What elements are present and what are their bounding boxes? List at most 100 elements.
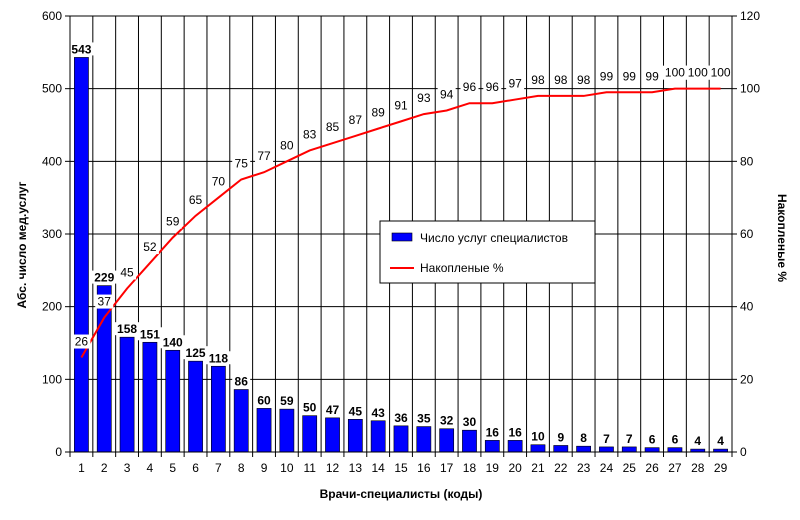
bar-value-label: 158 (117, 322, 137, 336)
cumulative-label-bg (460, 80, 479, 95)
bar-label-bg (346, 404, 365, 418)
cumulative-label: 65 (189, 193, 203, 207)
bar (256, 408, 272, 453)
bar-value-label: 16 (486, 425, 500, 439)
bar (507, 440, 523, 453)
x-tick-label: 6 (192, 461, 199, 475)
cumulative-label-bg (437, 87, 456, 102)
cumulative-label-bg (255, 149, 274, 164)
bar-value-label: 10 (531, 430, 545, 444)
cumulative-label: 91 (394, 98, 408, 112)
cumulative-line-series (80, 87, 721, 359)
cumulative-label-bg (414, 91, 433, 106)
bar-value-label: 6 (672, 433, 679, 447)
x-tick-label: 17 (440, 461, 454, 475)
bar-value-label: 140 (163, 335, 183, 349)
cumulative-label-bg (72, 334, 91, 349)
bar-label-bg (578, 431, 589, 445)
bar (644, 447, 660, 453)
bar-label-bg (68, 42, 95, 56)
x-tick-label: 10 (280, 461, 294, 475)
cumulative-label-bg (118, 265, 137, 280)
bar (667, 447, 683, 453)
bar (302, 415, 318, 453)
bar-value-label: 45 (349, 404, 363, 418)
bar-label-bg (692, 434, 704, 448)
bar-label-bg (715, 434, 726, 448)
left-tick-label: 300 (42, 227, 62, 241)
right-tick-label: 40 (740, 300, 754, 314)
x-tick-label: 25 (623, 461, 637, 475)
cumulative-label-bg (300, 127, 319, 142)
cumulative-label: 70 (212, 175, 226, 189)
cumulative-label: 99 (623, 69, 637, 83)
bar-label-bg (414, 411, 433, 425)
cumulative-label: 93 (417, 91, 431, 105)
cumulative-label-bg (186, 192, 205, 207)
x-tick-label: 23 (577, 461, 591, 475)
bar-value-label: 59 (280, 394, 294, 408)
bar-label-bg (506, 425, 525, 439)
bar-label-bg (300, 400, 319, 414)
cumulative-label: 97 (508, 77, 522, 91)
cumulative-label: 85 (326, 120, 340, 134)
cumulative-line (80, 87, 721, 359)
bar (462, 429, 477, 453)
bar-label-bg (483, 425, 502, 439)
bar-label-bg (323, 402, 342, 416)
x-tick-label: 21 (531, 461, 545, 475)
y-axis-title: Абс. число мед.услуг (15, 182, 29, 309)
legend-label-bars: Число услуг специалистов (420, 231, 568, 245)
cumulative-label-bg (643, 69, 662, 84)
bar-label-bg (255, 393, 274, 407)
bar-label-bg (460, 415, 479, 429)
bar-label-bg (205, 351, 232, 365)
bar-value-label: 16 (508, 425, 522, 439)
right-tick-label: 20 (740, 372, 754, 386)
bar (553, 445, 569, 453)
x-tick-label: 24 (600, 461, 614, 475)
right-tick-label: 60 (740, 227, 754, 241)
bar (325, 417, 340, 453)
bar (74, 57, 89, 453)
bar (484, 440, 500, 453)
bar (599, 446, 614, 453)
bar-value-label: 118 (209, 351, 229, 365)
bar-value-label: 35 (417, 412, 431, 426)
cumulative-label-bg (369, 105, 388, 120)
legend: Число услуг специалистов Накопленые % (379, 220, 596, 284)
cumulative-label-bg (392, 98, 410, 113)
bar (233, 389, 249, 453)
bar-label-bg (159, 335, 186, 349)
cumulative-data-labels: 26 37 45 52 59 65 70 75 77 80 83 85 87 89 91 93 94 96 96 97… (72, 65, 734, 349)
cumulative-label-bg (506, 76, 525, 91)
cumulative-label: 99 (645, 69, 659, 83)
x-tick-label: 3 (124, 461, 131, 475)
cumulative-label: 89 (371, 106, 385, 120)
bar (393, 425, 409, 453)
cumulative-label: 80 (280, 138, 294, 152)
bar-label-bg (277, 394, 296, 408)
bar-label-bg (392, 410, 410, 424)
bar-value-label: 30 (463, 415, 477, 429)
cumulative-label: 100 (665, 66, 685, 80)
right-tick-label: 100 (740, 82, 760, 96)
bar-value-label: 86 (235, 375, 249, 389)
x-tick-label: 8 (238, 461, 245, 475)
cumulative-label: 75 (235, 157, 249, 171)
bar-value-label: 151 (140, 327, 160, 341)
x-tick-label: 27 (668, 461, 682, 475)
right-tick-label: 0 (740, 445, 747, 459)
bar (347, 418, 363, 453)
bar (416, 426, 432, 453)
bar-value-label: 9 (557, 430, 564, 444)
x-tick-label: 5 (169, 461, 176, 475)
x-tick-label: 16 (417, 461, 431, 475)
bar-value-label: 543 (71, 42, 91, 56)
cumulative-label-bg (662, 65, 688, 80)
cumulative-label: 99 (600, 69, 614, 83)
legend-box (379, 220, 596, 284)
cumulative-label: 94 (440, 87, 454, 101)
cumulative-label-bg (483, 80, 502, 95)
